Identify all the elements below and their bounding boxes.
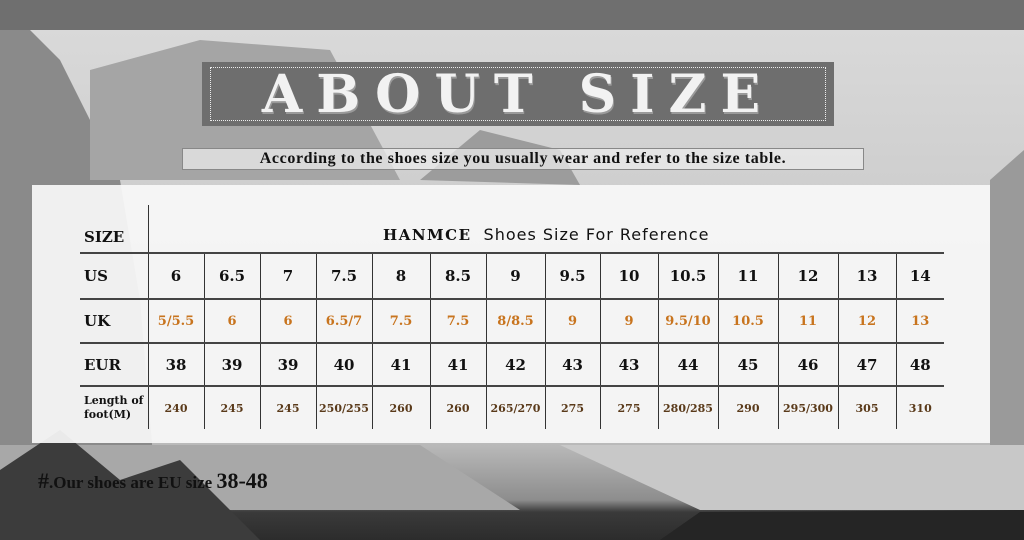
size-cell: 41 <box>430 343 487 387</box>
page-title: ABOUT SIZE <box>261 63 775 125</box>
size-cell: 9 <box>600 299 659 344</box>
size-cell: 12 <box>778 253 839 300</box>
size-cell: 43 <box>545 343 601 387</box>
size-cell: 275 <box>545 386 601 429</box>
brand-name: HANMCE <box>383 226 472 244</box>
note-range: 38-48 <box>216 468 268 493</box>
size-cell: 9.5 <box>545 253 601 300</box>
size-label: SIZE <box>80 205 149 254</box>
size-cell: 11 <box>718 253 779 300</box>
size-cell: 45 <box>718 343 779 387</box>
size-cell: 13 <box>896 299 944 344</box>
size-cell: 14 <box>896 253 944 300</box>
size-cell: 9.5/10 <box>658 299 719 344</box>
size-cell: 8 <box>372 253 431 300</box>
size-cell: 44 <box>658 343 719 387</box>
size-cell: 42 <box>486 343 546 387</box>
size-cell: 12 <box>838 299 897 344</box>
note-text: .Our shoes are EU size <box>49 473 217 492</box>
size-cell: 275 <box>600 386 659 429</box>
size-cell: 260 <box>372 386 431 429</box>
size-cell: 240 <box>148 386 205 429</box>
hash-mark: # <box>38 468 49 493</box>
size-cell: 8/8.5 <box>486 299 546 344</box>
size-cell: 305 <box>838 386 897 429</box>
size-cell: 7.5 <box>316 253 373 300</box>
size-cell: 8.5 <box>430 253 487 300</box>
size-cell: 260 <box>430 386 487 429</box>
size-cell: 39 <box>260 343 317 387</box>
size-cell: 41 <box>372 343 431 387</box>
size-cell: 245 <box>260 386 317 429</box>
size-cell: 5/5.5 <box>148 299 205 344</box>
size-cell: 6 <box>204 299 261 344</box>
size-cell: 10 <box>600 253 659 300</box>
size-cell: 39 <box>204 343 261 387</box>
size-cell: 11 <box>778 299 839 344</box>
size-cell: 43 <box>600 343 659 387</box>
caption-text: Shoes Size For Reference <box>483 225 710 244</box>
size-cell: 6 <box>260 299 317 344</box>
size-cell: 6.5/7 <box>316 299 373 344</box>
size-cell: 7.5 <box>372 299 431 344</box>
size-cell: 290 <box>718 386 779 429</box>
size-cell: 7 <box>260 253 317 300</box>
size-cell: 10.5 <box>658 253 719 300</box>
size-cell: 6.5 <box>204 253 261 300</box>
size-cell: 280/285 <box>658 386 719 429</box>
size-cell: 10.5 <box>718 299 779 344</box>
table-row-eur: EUR 38 39 39 40 41 41 42 43 43 44 45 46 47 48 <box>80 343 944 387</box>
size-cell: 250/255 <box>316 386 373 429</box>
size-cell: 38 <box>148 343 205 387</box>
size-cell: 295/300 <box>778 386 839 429</box>
eu-size-note: #.Our shoes are EU size 38-48 <box>38 468 268 494</box>
size-cell: 9 <box>486 253 546 300</box>
row-label: Length of foot(M) <box>80 386 149 429</box>
size-table: SIZE HANMCE Shoes Size For Reference US 6 6… <box>80 205 944 429</box>
table-row-uk: UK 5/5.5 6 6 6.5/7 7.5 7.5 8/8.5 9 9 9.5/10 10.5 11 1… <box>80 299 944 344</box>
table-row-us: US 6 6.5 7 7.5 8 8.5 9 9.5 10 10.5 11 12 13 14 <box>80 253 944 300</box>
row-label-line: foot(M) <box>84 408 132 421</box>
table-row-length: Length of foot(M) 240 245 245 250/255 260 260 26… <box>80 386 944 429</box>
size-cell: 47 <box>838 343 897 387</box>
table-header-row: SIZE HANMCE Shoes Size For Reference <box>80 205 944 254</box>
size-cell: 48 <box>896 343 944 387</box>
size-cell: 7.5 <box>430 299 487 344</box>
row-label: US <box>80 253 149 300</box>
subtitle: According to the shoes size you usually … <box>182 148 864 170</box>
size-cell: 6 <box>148 253 205 300</box>
size-cell: 40 <box>316 343 373 387</box>
table-caption: HANMCE Shoes Size For Reference <box>148 205 944 254</box>
size-cell: 310 <box>908 401 932 415</box>
size-cell: 13 <box>838 253 897 300</box>
size-cell: 9 <box>545 299 601 344</box>
size-cell: 265/270 <box>486 386 546 429</box>
size-cell: 46 <box>778 343 839 387</box>
title-banner: ABOUT SIZE <box>202 62 834 126</box>
size-cell: 245 <box>204 386 261 429</box>
row-label: UK <box>80 299 149 344</box>
row-label-line: Length of <box>84 394 144 407</box>
row-label: EUR <box>80 343 149 387</box>
